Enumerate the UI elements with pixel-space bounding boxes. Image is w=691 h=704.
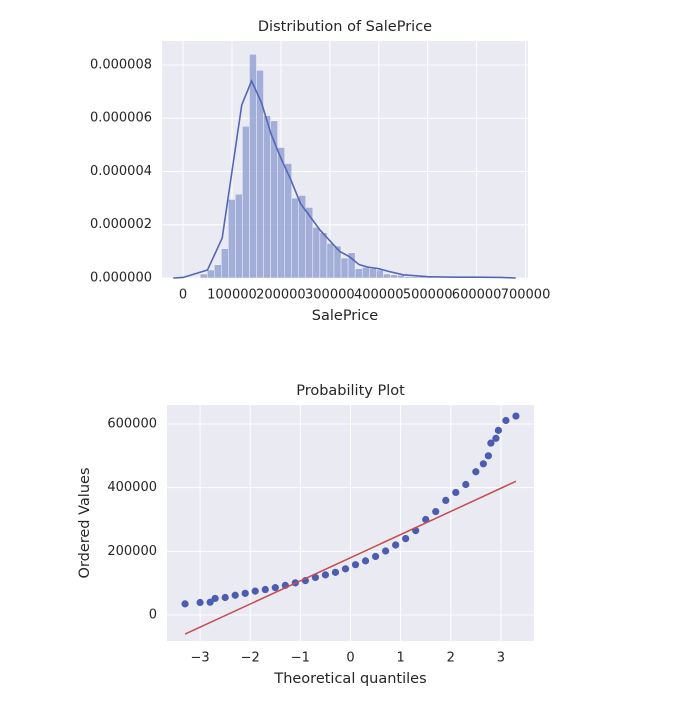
chart-title: Probability Plot [296, 383, 405, 399]
x-tick-label: −1 [291, 651, 310, 666]
histogram-bar [312, 227, 321, 279]
data-point [512, 412, 520, 420]
kde-line [173, 78, 516, 279]
x-tick-label: 700000 [501, 288, 551, 303]
chart-title: Distribution of SalePrice [258, 19, 432, 35]
data-point [392, 541, 400, 549]
x-axis-label: Theoretical quantiles [273, 671, 426, 687]
histogram-bar [199, 273, 208, 279]
x-tick-label: 500000 [403, 288, 453, 303]
data-point [484, 452, 492, 460]
histogram-bar [404, 276, 412, 279]
data-point [341, 565, 350, 573]
data-point [422, 515, 430, 524]
data-point [221, 593, 229, 602]
histogram-bar [291, 197, 299, 279]
y-tick-label: 0.000004 [90, 164, 152, 179]
x-tick-label: 300000 [305, 288, 355, 303]
data-point [402, 534, 410, 543]
plot-background [162, 41, 528, 278]
histogram-bar [411, 276, 419, 279]
data-point [311, 573, 320, 582]
data-point [251, 587, 259, 595]
histogram-bar [206, 269, 215, 279]
data-point [381, 547, 390, 555]
data-point [261, 585, 269, 594]
x-tick-label: 600000 [452, 288, 502, 303]
data-point [181, 600, 189, 608]
histogram-bar [256, 70, 264, 279]
histogram-bar [354, 268, 363, 279]
x-tick-label: 0 [179, 288, 187, 303]
y-tick-label: 0.000000 [90, 271, 152, 286]
histogram-bar [277, 147, 285, 279]
data-point [371, 552, 380, 561]
histogram-bar [242, 126, 250, 279]
x-tick-label: 2 [447, 651, 455, 666]
data-point [462, 480, 470, 489]
y-tick-label: 200000 [107, 544, 157, 559]
data-point [492, 434, 500, 442]
data-point [452, 488, 460, 497]
data-point [502, 416, 510, 425]
y-axis-label: Ordered Values [77, 468, 93, 579]
data-point [432, 507, 440, 516]
histogram-bar [397, 275, 405, 279]
x-tick-label: 1 [396, 651, 404, 666]
data-point [231, 591, 239, 599]
histogram-bar [390, 274, 398, 279]
data-point [479, 460, 487, 468]
data-point [196, 598, 204, 607]
data-point [487, 439, 495, 447]
histogram-bar [235, 193, 243, 279]
x-tick-label: −2 [241, 651, 260, 666]
x-tick-label: 0 [346, 651, 354, 666]
histogram-bar [214, 264, 222, 279]
data-point [361, 557, 370, 565]
x-tick-label: 400000 [354, 288, 404, 303]
histogram-bar [383, 273, 391, 279]
histogram-bar [340, 257, 349, 279]
data-point [321, 571, 330, 579]
y-tick-label: 0.000002 [90, 217, 152, 232]
x-tick-label: 200000 [256, 288, 306, 303]
histogram-bar [263, 115, 271, 279]
y-tick-label: 0 [149, 607, 157, 622]
data-point [351, 561, 360, 569]
histogram-bar [326, 243, 335, 279]
histogram-bar [319, 232, 328, 279]
data-point [211, 594, 219, 603]
x-tick-label: 100000 [207, 288, 257, 303]
x-tick-label: 3 [497, 651, 505, 666]
data-point [206, 598, 214, 606]
y-tick-label: 0.000008 [90, 57, 152, 72]
y-tick-label: 600000 [107, 417, 157, 432]
data-point [331, 568, 340, 576]
x-tick-label: −3 [191, 651, 210, 666]
histogram-bar [347, 252, 356, 279]
x-axis-label: SalePrice [312, 308, 378, 324]
y-tick-label: 0.000006 [90, 111, 152, 126]
histogram-bar [376, 269, 384, 279]
data-point [472, 468, 480, 476]
data-point [241, 589, 249, 597]
data-point [271, 584, 279, 592]
fit-line [184, 480, 517, 635]
histogram-bar [361, 267, 370, 279]
histogram-bar [369, 268, 377, 279]
histogram-bar [221, 248, 229, 279]
histogram-bar [228, 199, 236, 279]
data-point [442, 496, 450, 504]
histogram-bar [270, 120, 278, 279]
y-tick-label: 400000 [107, 480, 157, 495]
histogram-bar [298, 195, 307, 279]
data-point [494, 426, 503, 434]
